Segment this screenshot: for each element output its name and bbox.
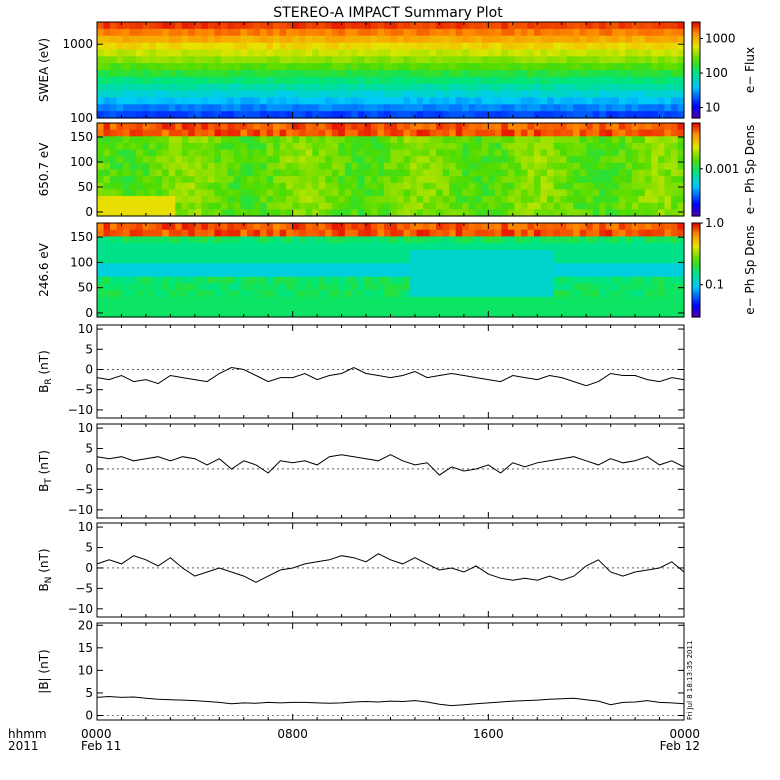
y-tick-label: −5 <box>75 581 93 595</box>
colorbar-tick-label: 0.1 <box>705 278 724 292</box>
y-tick-label: −10 <box>68 602 93 616</box>
series-line <box>96 695 685 707</box>
panel-2: 0.001 e− Ph Sp Dens 0 50 100 150 650.7 eV <box>37 122 757 219</box>
panel-frame <box>96 324 685 419</box>
series-line <box>96 553 685 583</box>
y-tick-label: 10 <box>78 663 93 677</box>
y-axis-label: |B| (nT) <box>37 649 51 693</box>
y-tick-label: 5 <box>85 342 93 356</box>
colorbar-frame <box>691 222 701 318</box>
colorbar-label: e− Flux <box>743 47 757 93</box>
y-tick-label: 5 <box>85 442 93 456</box>
colorbar-frame <box>691 21 701 119</box>
y-axis-label: BR (nT) <box>37 350 54 393</box>
y-axis-label: BN (nT) <box>37 548 54 591</box>
x-tick-label: 1600 <box>473 727 504 741</box>
y-tick-label: 0 <box>85 708 93 722</box>
y-tick-label: 0 <box>85 561 93 575</box>
x-tick-label: 0000 <box>81 727 112 741</box>
y-tick-label: 15 <box>78 641 93 655</box>
panel-1: 10 100 1000 e− Flux 100 1000 SWEA (eV) <box>37 21 757 125</box>
panel-5: −10 −5 0 5 10 BT (nT) <box>37 421 685 519</box>
y-tick-label: 50 <box>78 281 93 295</box>
spectrogram-cells <box>97 223 685 318</box>
y-tick-label: −10 <box>68 403 93 417</box>
generation-stamp: Fri Jul 8 18:13:35 2011 <box>686 641 694 720</box>
y-tick-label: −10 <box>68 503 93 517</box>
panel-4: −10 −5 0 5 10 BR (nT) <box>37 322 685 419</box>
y-tick-label: 10 <box>78 421 93 435</box>
panel-3: 0.1 1.0 e− Ph Sp Dens 0 50 100 150 246.6 eV <box>37 216 757 320</box>
y-tick-label: 100 <box>70 111 93 125</box>
x-tick-label: 0000 <box>669 727 700 741</box>
y-tick-label: 100 <box>70 255 93 269</box>
x-tick-date-label: Feb 12 <box>660 739 700 753</box>
colorbar-label: e− Ph Sp Dens <box>743 225 757 314</box>
y-tick-label: 5 <box>85 686 93 700</box>
y-tick-label: 0 <box>85 362 93 376</box>
colorbar-tick-label: 10 <box>705 101 720 115</box>
x-axis-corner-top: hhmm <box>8 727 47 741</box>
colorbar-2: 0.001 e− Ph Sp Dens <box>691 122 757 217</box>
y-tick-label: 100 <box>70 155 93 169</box>
y-axis-label: SWEA (eV) <box>37 38 51 102</box>
colorbar-frame <box>691 122 701 217</box>
panel-frame <box>96 423 685 519</box>
panel-frame <box>96 622 685 721</box>
y-axis-label: 246.6 eV <box>37 242 51 297</box>
colorbar-tick-label: 0.001 <box>705 162 739 176</box>
colorbar-tick-label: 1000 <box>705 31 736 45</box>
y-tick-label: 0 <box>85 306 93 320</box>
y-tick-label: 150 <box>70 130 93 144</box>
y-axis-label: 650.7 eV <box>37 142 51 197</box>
y-tick-label: 20 <box>78 618 93 632</box>
panel-7: 0 5 10 15 20 |B| (nT) <box>37 618 685 722</box>
y-axis-label: BT (nT) <box>37 450 54 492</box>
y-tick-label: 50 <box>78 180 93 194</box>
y-tick-label: 0 <box>85 205 93 219</box>
y-tick-label: −5 <box>75 383 93 397</box>
y-tick-label: 10 <box>78 520 93 534</box>
y-tick-label: 10 <box>78 322 93 336</box>
y-tick-label: 150 <box>70 230 93 244</box>
y-tick-label: 0 <box>85 462 93 476</box>
colorbar-3: 0.1 1.0 e− Ph Sp Dens <box>691 216 757 318</box>
spectrogram-cells <box>97 123 685 217</box>
x-axis-corner-bottom: 2011 <box>8 739 39 753</box>
colorbar-tick-label: 100 <box>705 66 728 80</box>
colorbar-tick-label: 1.0 <box>705 216 724 230</box>
series-line <box>96 366 685 387</box>
spectrogram-cells <box>97 22 685 119</box>
y-tick-label: −5 <box>75 482 93 496</box>
colorbar-1: 10 100 1000 e− Flux <box>691 21 757 119</box>
plot-title: STEREO-A IMPACT Summary Plot <box>273 5 503 21</box>
series-line <box>96 454 685 476</box>
x-tick-date-label: Feb 11 <box>81 739 121 753</box>
x-tick-label: 0800 <box>277 727 308 741</box>
panel-6: −10 −5 0 5 10 BN (nT) <box>37 520 685 618</box>
colorbar-label: e− Ph Sp Dens <box>743 125 757 214</box>
y-tick-label: 5 <box>85 541 93 555</box>
y-tick-label: 1000 <box>62 37 93 51</box>
